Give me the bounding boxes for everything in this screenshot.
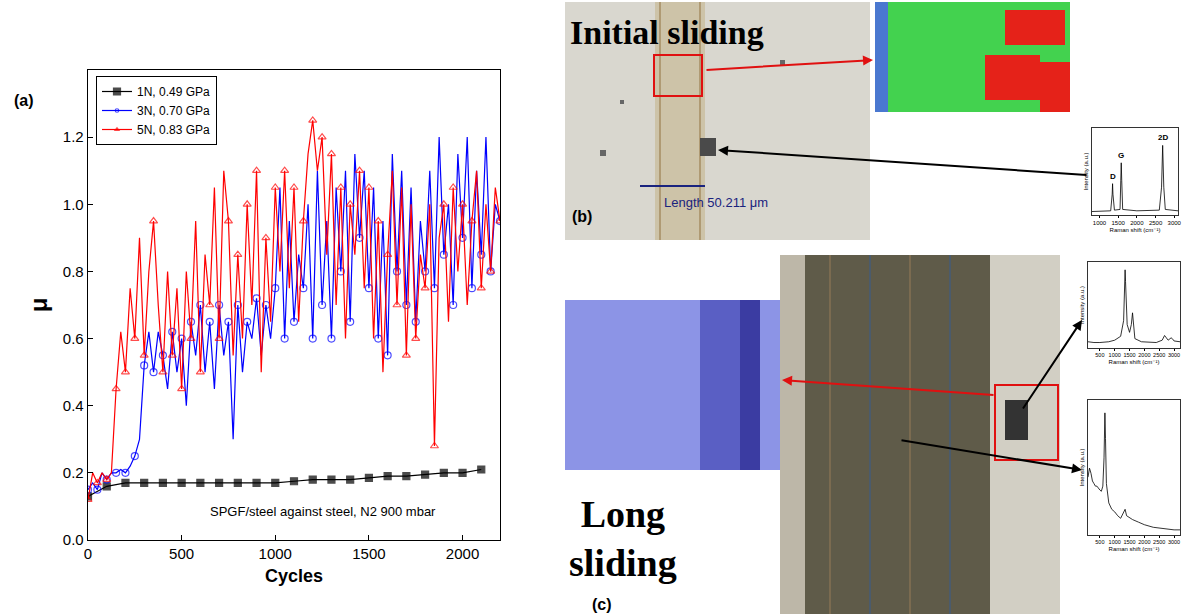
svg-text:Longsliding: Longsliding [569, 493, 677, 584]
svg-text:SPGF/steel against steel, N2 9: SPGF/steel against steel, N2 900 mbar [210, 504, 436, 519]
svg-text:1000: 1000 [1093, 220, 1107, 226]
svg-text:Intensity (a.u.): Intensity (a.u.) [1079, 286, 1085, 324]
svg-text:1.2: 1.2 [63, 128, 84, 145]
svg-text:Initial sliding: Initial sliding [570, 14, 764, 51]
svg-text:0: 0 [84, 545, 92, 562]
svg-text:0.8: 0.8 [63, 263, 84, 280]
svg-text:0.6: 0.6 [63, 330, 84, 347]
svg-text:1500: 1500 [352, 545, 385, 562]
svg-text:2000: 2000 [1130, 220, 1144, 226]
svg-text:500: 500 [169, 545, 194, 562]
svg-text:3000: 3000 [1168, 220, 1182, 226]
svg-text:2000: 2000 [446, 545, 479, 562]
svg-text:Raman shift (cm⁻¹): Raman shift (cm⁻¹) [1109, 359, 1160, 365]
svg-text:3000: 3000 [1168, 539, 1180, 545]
svg-text:2D: 2D [1158, 133, 1168, 142]
svg-text:G: G [1118, 151, 1124, 160]
svg-text:Length 50.211 μm: Length 50.211 μm [664, 195, 768, 210]
svg-text:1000: 1000 [1109, 539, 1121, 545]
svg-text:500: 500 [1095, 352, 1104, 358]
svg-text:1000: 1000 [1109, 352, 1121, 358]
svg-text:0.2: 0.2 [63, 464, 84, 481]
svg-text:Intensity (a.u.): Intensity (a.u.) [1083, 152, 1089, 190]
svg-text:1500: 1500 [1123, 352, 1135, 358]
svg-text:500: 500 [1095, 539, 1104, 545]
svg-text:5N, 0.83 GPa: 5N, 0.83 GPa [137, 123, 210, 137]
svg-text:1500: 1500 [1123, 539, 1135, 545]
svg-text:2500: 2500 [1149, 220, 1163, 226]
svg-text:2500: 2500 [1153, 352, 1165, 358]
svg-text:2000: 2000 [1138, 352, 1150, 358]
svg-text:Raman shift (cm⁻¹): Raman shift (cm⁻¹) [1109, 546, 1160, 552]
svg-text:1000: 1000 [259, 545, 292, 562]
svg-text:Raman shift (cm⁻¹): Raman shift (cm⁻¹) [1110, 227, 1161, 233]
svg-text:1500: 1500 [1111, 220, 1125, 226]
svg-text:Intensity (a.u.): Intensity (a.u.) [1079, 448, 1085, 486]
svg-text:(c): (c) [592, 596, 612, 613]
svg-text:2500: 2500 [1153, 539, 1165, 545]
svg-text:3000: 3000 [1168, 352, 1180, 358]
svg-text:2000: 2000 [1138, 539, 1150, 545]
svg-text:1N, 0.49 GPa: 1N, 0.49 GPa [137, 85, 210, 99]
svg-text:μ: μ [25, 298, 52, 313]
svg-text:(a): (a) [14, 92, 34, 109]
svg-text:D: D [1110, 172, 1116, 181]
svg-text:0.4: 0.4 [63, 397, 84, 414]
svg-text:3N, 0.70 GPa: 3N, 0.70 GPa [137, 104, 210, 118]
svg-text:1.0: 1.0 [63, 196, 84, 213]
svg-text:0.0: 0.0 [63, 531, 84, 548]
svg-text:(b): (b) [572, 208, 592, 225]
svg-text:Cycles: Cycles [265, 566, 323, 586]
